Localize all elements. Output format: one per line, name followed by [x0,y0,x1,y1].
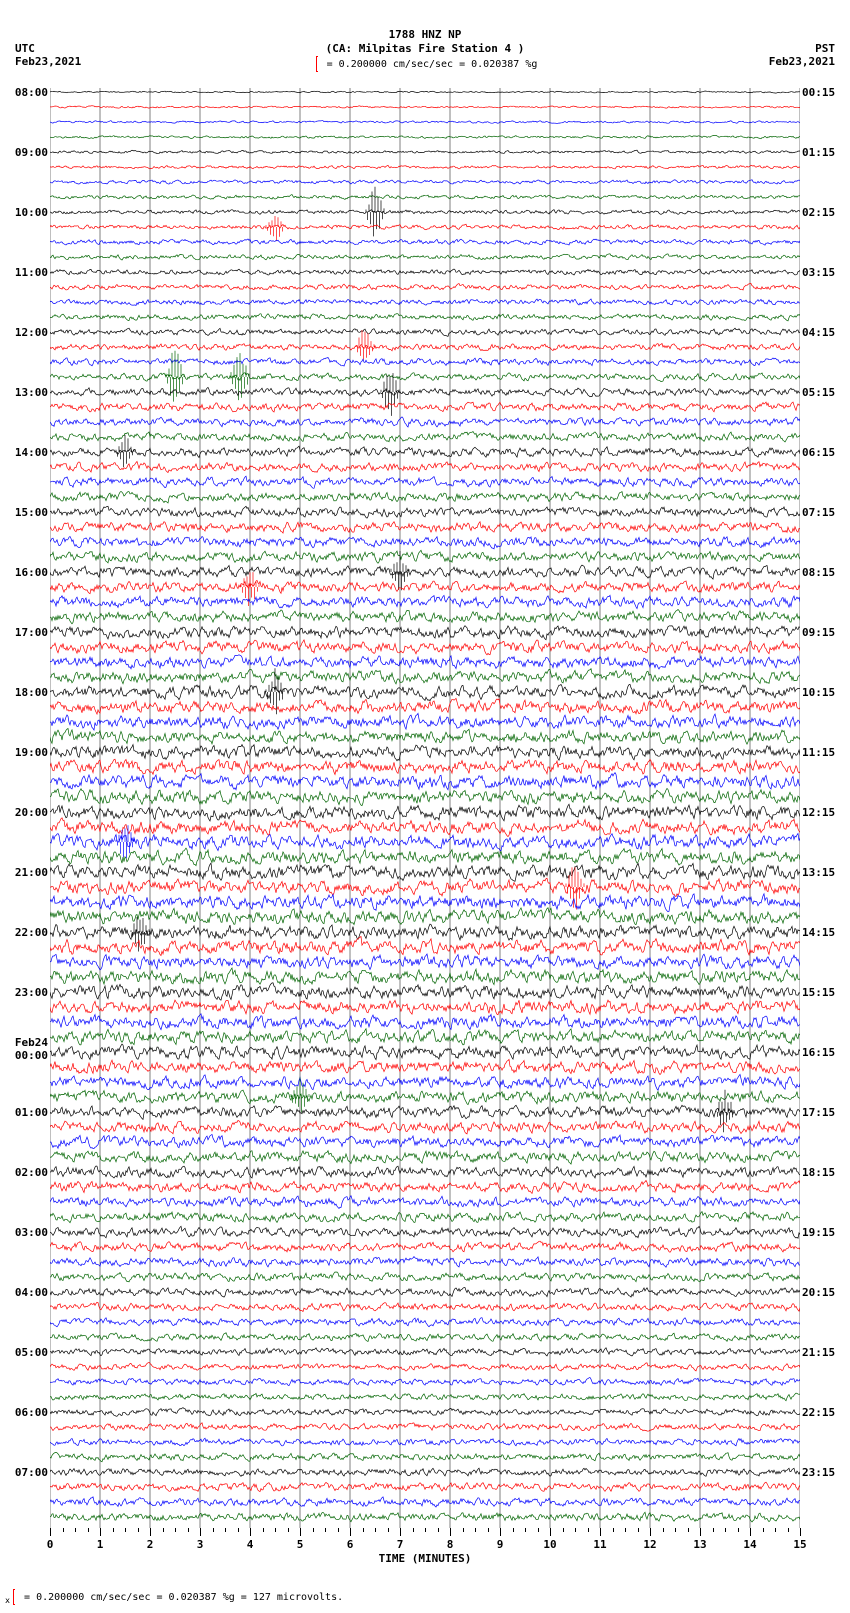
pst-time-label: 18:15 [802,1166,847,1179]
location-line: (CA: Milpitas Fire Station 4 ) [0,42,850,56]
utc-time-label: 16:00 [3,566,48,579]
x-tick-label: 15 [793,1538,806,1551]
utc-time-label: 11:00 [3,266,48,279]
pst-time-label: 21:15 [802,1346,847,1359]
utc-time-label: 08:00 [3,86,48,99]
utc-time-label: 01:00 [3,1106,48,1119]
pst-time-label: 07:15 [802,506,847,519]
utc-time-label: 23:00 [3,986,48,999]
pst-time-label: 02:15 [802,206,847,219]
pst-time-label: 10:15 [802,686,847,699]
utc-time-label: 17:00 [3,626,48,639]
footer-line: x = 0.200000 cm/sec/sec = 0.020387 %g = … [5,1589,343,1605]
x-tick-label: 3 [197,1538,204,1551]
utc-time-label: 06:00 [3,1406,48,1419]
x-tick-label: 11 [593,1538,606,1551]
tz-left-block: UTC Feb23,2021 [15,42,81,68]
x-tick-label: 2 [147,1538,154,1551]
utc-time-label: 18:00 [3,686,48,699]
x-tick-label: 0 [47,1538,54,1551]
pst-time-label: 17:15 [802,1106,847,1119]
x-tick-label: 10 [543,1538,556,1551]
pst-time-label: 20:15 [802,1286,847,1299]
x-tick-label: 13 [693,1538,706,1551]
station-line: 1788 HNZ NP [0,28,850,42]
x-tick-label: 14 [743,1538,756,1551]
pst-time-label: 01:15 [802,146,847,159]
x-tick-label: 5 [297,1538,304,1551]
pst-time-label: 22:15 [802,1406,847,1419]
x-tick-label: 7 [397,1538,404,1551]
x-axis-title: TIME (MINUTES) [0,1552,850,1565]
utc-time-label: 19:00 [3,746,48,759]
pst-time-label: 15:15 [802,986,847,999]
scale-text: = 0.200000 cm/sec/sec = 0.020387 %g [321,59,538,70]
pst-time-label: 04:15 [802,326,847,339]
x-tick-label: 8 [447,1538,454,1551]
pst-time-label: 14:15 [802,926,847,939]
seismogram-svg [50,88,800,1528]
pst-time-label: 11:15 [802,746,847,759]
tz-right-block: PST Feb23,2021 [769,42,835,68]
utc-time-label: 09:00 [3,146,48,159]
tz-right-date: Feb23,2021 [769,55,835,68]
scale-bar-icon [316,56,318,72]
utc-time-label: 12:00 [3,326,48,339]
seismogram-container: UTC Feb23,2021 PST Feb23,2021 1788 HNZ N… [0,0,850,1613]
tz-right-label: PST [769,42,835,55]
header-block: 1788 HNZ NP (CA: Milpitas Fire Station 4… [0,0,850,72]
utc-time-label: 07:00 [3,1466,48,1479]
utc-time-label: 03:00 [3,1226,48,1239]
pst-time-label: 12:15 [802,806,847,819]
tz-left-label: UTC [15,42,81,55]
footer-text: = 0.200000 cm/sec/sec = 0.020387 %g = 12… [18,1592,343,1603]
scale-bar-icon [13,1589,15,1605]
x-tick-label: 4 [247,1538,254,1551]
utc-time-label: 02:00 [3,1166,48,1179]
utc-time-label: 04:00 [3,1286,48,1299]
utc-time-label: 14:00 [3,446,48,459]
utc-time-label: 05:00 [3,1346,48,1359]
pst-time-label: 03:15 [802,266,847,279]
pst-time-label: 08:15 [802,566,847,579]
pst-time-label: 13:15 [802,866,847,879]
x-tick-label: 6 [347,1538,354,1551]
utc-time-label: 15:00 [3,506,48,519]
pst-time-label: 06:15 [802,446,847,459]
pst-time-label: 09:15 [802,626,847,639]
pst-time-label: 00:15 [802,86,847,99]
x-axis-ticks: 0123456789101112131415 [50,1528,800,1540]
pst-time-label: 23:15 [802,1466,847,1479]
scale-note: = 0.200000 cm/sec/sec = 0.020387 %g [0,56,850,72]
pst-time-label: 05:15 [802,386,847,399]
utc-time-label: 22:00 [3,926,48,939]
pst-time-label: 19:15 [802,1226,847,1239]
utc-time-label: 21:00 [3,866,48,879]
utc-time-label: 10:00 [3,206,48,219]
x-tick-label: 1 [97,1538,104,1551]
utc-time-label: 20:00 [3,806,48,819]
utc-time-label: 13:00 [3,386,48,399]
utc-time-label: Feb2400:00 [3,1036,48,1062]
x-tick-label: 12 [643,1538,656,1551]
tz-left-date: Feb23,2021 [15,55,81,68]
x-tick-label: 9 [497,1538,504,1551]
pst-time-label: 16:15 [802,1046,847,1059]
plot-area [50,88,800,1528]
